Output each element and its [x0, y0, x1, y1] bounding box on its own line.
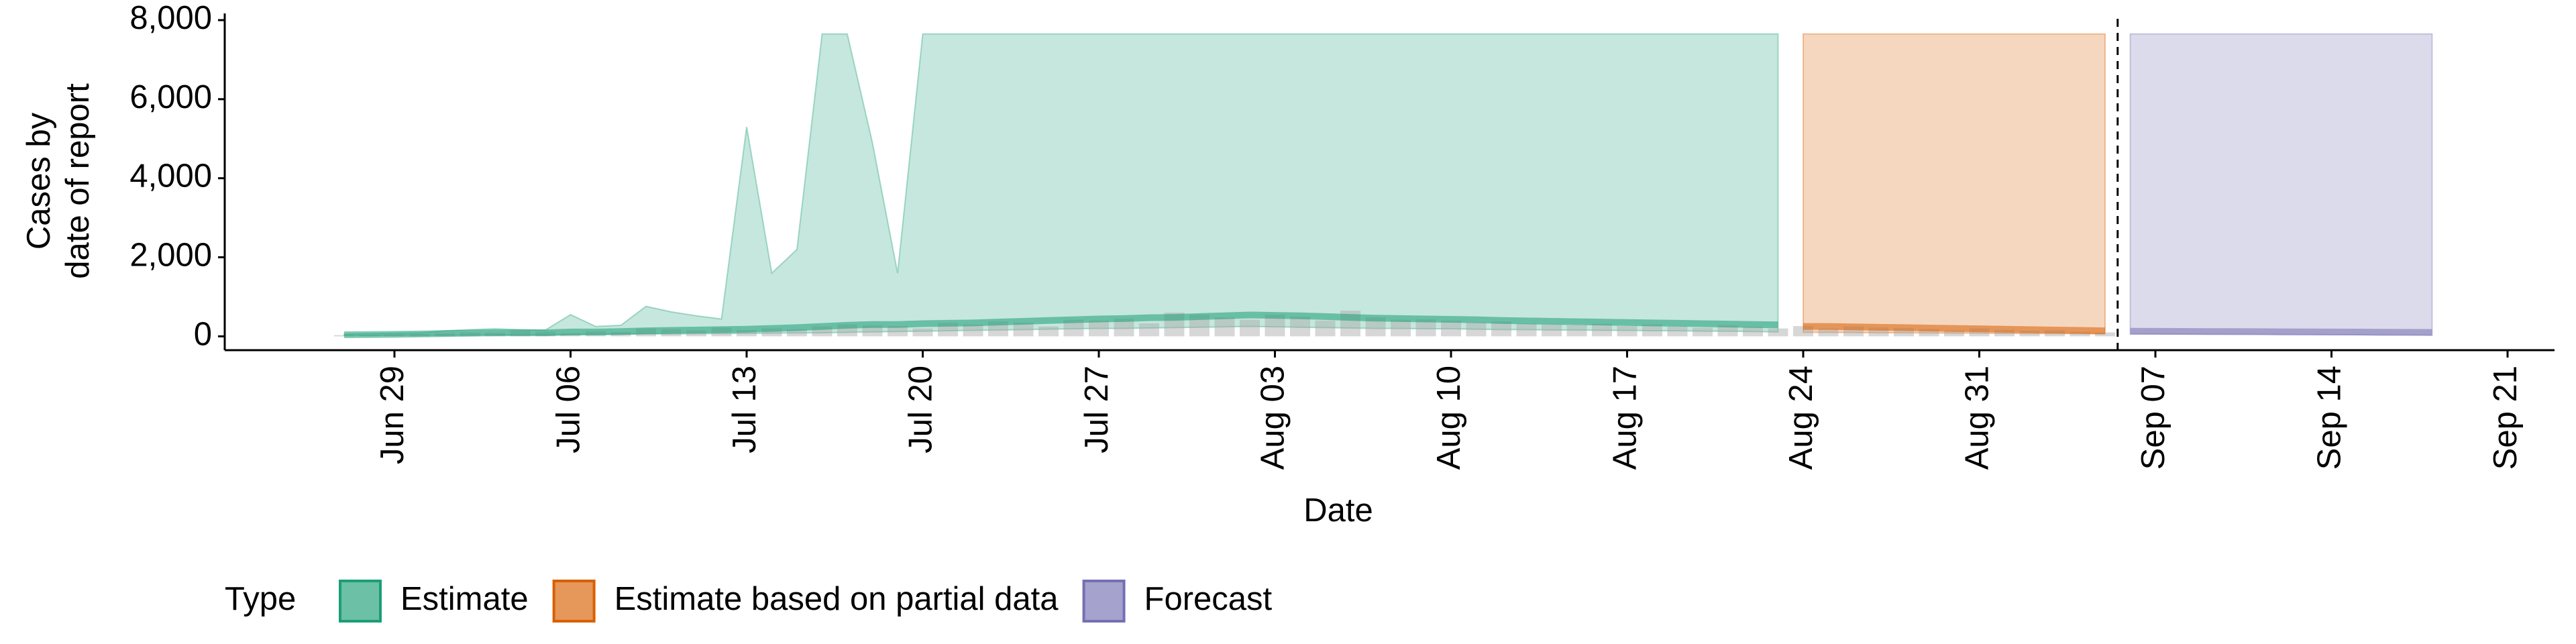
legend-label: Estimate based on partial data [614, 581, 1059, 617]
y-tick-label: 8,000 [129, 0, 212, 36]
reported-bar [963, 324, 983, 337]
reported-bar [1818, 328, 1839, 337]
legend-swatch [1082, 580, 1126, 623]
reported-bar [2070, 331, 2090, 337]
y-tick-label: 4,000 [129, 158, 212, 195]
reported-bar [1240, 319, 1260, 337]
x-tick-group: Jun 29 [374, 366, 411, 464]
x-tick-group: Aug 24 [1783, 366, 1819, 470]
ribbon [343, 33, 1779, 337]
ribbon [1803, 33, 2106, 335]
y-tick-label: 2,000 [129, 237, 212, 273]
reported-bar [862, 325, 883, 337]
plot [334, 19, 2433, 350]
y-tick-label: 0 [194, 316, 212, 352]
x-tick-group: Aug 10 [1431, 366, 1467, 470]
reported-bar [1089, 320, 1109, 337]
legend-title: Type [225, 581, 296, 617]
reported-bar [888, 326, 908, 337]
median-line [1803, 323, 2106, 335]
x-tick-label: Jul 27 [1079, 366, 1115, 453]
reported-bar [1944, 330, 1964, 337]
y-tick-label: 6,000 [129, 79, 212, 115]
reported-bar [1667, 326, 1688, 337]
y-axis-title-line: Cases by [21, 112, 57, 250]
reported-bar [1693, 327, 1713, 337]
reported-bar [1542, 324, 1562, 337]
legend-swatch [339, 580, 382, 623]
reported-bar [1592, 323, 1612, 337]
x-tick-label: Aug 03 [1254, 366, 1291, 470]
reported-bar [1642, 324, 1662, 337]
x-tick-label: Aug 24 [1783, 366, 1819, 470]
x-tick-group: Jul 06 [550, 366, 586, 453]
reported-bar [787, 329, 807, 337]
reported-bar [2019, 331, 2040, 337]
x-tick-label: Aug 31 [1959, 366, 1995, 470]
x-tick-label: Aug 17 [1607, 366, 1643, 470]
reported-bar [1566, 325, 1587, 337]
legend-swatch [552, 580, 596, 623]
ribbon [2129, 33, 2433, 336]
x-tick-label: Jun 29 [374, 366, 411, 464]
reported-bar [1013, 322, 1034, 337]
x-tick-group: Jul 20 [902, 366, 938, 453]
x-tick-label: Sep 14 [2311, 366, 2347, 470]
reported-bar [1466, 322, 1487, 337]
reported-bar [1969, 328, 1990, 337]
x-tick-group: Sep 21 [2487, 366, 2524, 470]
x-tick-label: Sep 07 [2135, 366, 2171, 470]
legend-label: Forecast [1144, 581, 1273, 617]
reported-bar [1441, 320, 1461, 337]
x-tick-group: Aug 17 [1607, 366, 1643, 470]
reported-bar [1038, 326, 1059, 337]
reported-bar [686, 330, 706, 337]
x-tick-label: Jul 06 [550, 366, 586, 453]
median-line [343, 311, 1778, 339]
x-tick-label: Jul 20 [902, 366, 938, 453]
reported-bar [1717, 325, 1738, 337]
y-axis-title: Cases by date of report [21, 83, 96, 279]
reported-bar [761, 328, 782, 337]
reported-bar [1491, 321, 1511, 337]
reported-bar [1290, 316, 1310, 337]
y-axis-title-line: date of report [60, 83, 96, 279]
x-tick-group: Sep 14 [2311, 366, 2347, 470]
reported-bar [737, 329, 757, 337]
reported-bar [1919, 329, 1939, 337]
x-tick-group: Aug 03 [1254, 366, 1291, 470]
reported-bar [1994, 329, 2015, 337]
reported-bar [1391, 319, 1411, 337]
x-tick-group: Aug 31 [1959, 366, 1995, 470]
median-line [2130, 327, 2432, 336]
reported-bar [1214, 317, 1235, 337]
reported-bar [912, 328, 933, 337]
reported-bar [2045, 330, 2065, 337]
reported-bar [1768, 328, 1788, 337]
x-axis-title: Date [1303, 492, 1373, 529]
x-tick-group: Jul 13 [727, 366, 763, 453]
x-tick-label: Aug 10 [1431, 366, 1467, 470]
reported-bar [1315, 320, 1336, 337]
x-tick-label: Sep 21 [2487, 366, 2524, 470]
reported-bar [2095, 332, 2115, 337]
reported-bar [1743, 327, 1763, 337]
x-tick-label: Jul 13 [727, 366, 763, 453]
reported-bar [334, 335, 354, 337]
x-tick-group: Sep 07 [2135, 366, 2171, 470]
reported-bar [1139, 323, 1159, 337]
reported-bar [1617, 326, 1638, 337]
legend-label: Estimate [400, 581, 529, 617]
x-tick-group: Jul 27 [1079, 366, 1115, 453]
reported-bar [1516, 323, 1537, 337]
